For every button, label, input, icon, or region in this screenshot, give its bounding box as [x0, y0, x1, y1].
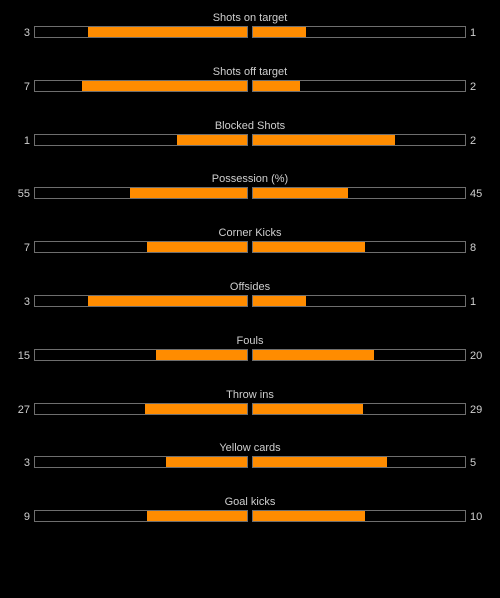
stat-title: Shots off target — [212, 65, 288, 78]
stat-title: Corner Kicks — [218, 227, 282, 240]
away-bar-fill — [253, 511, 366, 522]
home-bar — [34, 79, 248, 92]
home-bar-fill — [147, 511, 247, 522]
stat-row: Shots off target 7 2 — [0, 66, 500, 100]
home-value: 1 — [23, 134, 30, 147]
away-value: 5 — [470, 457, 477, 470]
home-bar — [34, 295, 248, 307]
home-value: 9 — [23, 511, 30, 524]
home-value: 7 — [23, 80, 30, 93]
home-bar-fill — [177, 134, 247, 145]
home-bar-fill — [155, 349, 247, 360]
away-value: 10 — [470, 511, 483, 524]
home-value: 7 — [23, 242, 30, 255]
away-bar-fill — [253, 296, 306, 306]
stat-row: Possession (%) 55 45 — [0, 173, 500, 207]
stat-title: Blocked Shots — [214, 119, 286, 132]
home-bar-fill — [130, 188, 247, 199]
stat-row: Throw ins 27 29 — [0, 389, 500, 423]
away-bar — [252, 295, 466, 307]
stat-title: Shots on target — [212, 12, 288, 24]
away-bar-fill — [253, 80, 300, 91]
away-bar — [252, 241, 466, 254]
stat-title: Goal kicks — [224, 496, 276, 509]
away-bar — [252, 133, 466, 146]
away-bar — [252, 402, 466, 415]
stat-row: Goal kicks 9 10 — [0, 496, 500, 530]
stat-title: Offsides — [229, 281, 271, 293]
home-bar — [34, 510, 248, 523]
away-value: 2 — [470, 80, 477, 93]
away-bar — [252, 348, 466, 361]
stat-row: Corner Kicks 7 8 — [0, 227, 500, 261]
away-value: 8 — [470, 242, 477, 255]
away-bar-fill — [253, 188, 349, 199]
home-bar-fill — [81, 80, 247, 91]
away-value: 1 — [470, 27, 477, 39]
away-bar — [252, 456, 466, 469]
away-value: 20 — [470, 349, 483, 362]
stat-title: Throw ins — [226, 388, 274, 401]
away-bar — [252, 79, 466, 92]
home-bar — [34, 402, 248, 415]
home-value: 27 — [17, 403, 30, 416]
away-bar — [252, 510, 466, 523]
home-bar — [34, 241, 248, 254]
stat-row: Shots on target 3 1 — [0, 12, 500, 46]
away-bar-fill — [253, 403, 364, 414]
away-value: 29 — [470, 403, 483, 416]
away-bar — [252, 26, 466, 38]
away-value: 45 — [470, 188, 483, 201]
away-bar-fill — [253, 27, 306, 37]
away-value: 1 — [470, 296, 477, 308]
home-bar-fill — [166, 457, 247, 468]
stat-title: Possession (%) — [211, 173, 289, 186]
home-bar — [34, 187, 248, 200]
home-bar — [34, 26, 248, 38]
away-bar-fill — [253, 134, 396, 145]
home-bar-fill — [88, 296, 247, 306]
home-value: 3 — [23, 457, 30, 470]
stat-row: Yellow cards 3 5 — [0, 442, 500, 476]
away-bar-fill — [253, 242, 366, 253]
away-bar-fill — [253, 457, 387, 468]
home-value: 3 — [23, 27, 30, 39]
home-bar — [34, 348, 248, 361]
stat-title: Fouls — [236, 334, 264, 347]
away-value: 2 — [470, 134, 477, 147]
home-value: 55 — [17, 188, 30, 201]
home-value: 15 — [17, 349, 30, 362]
home-bar-fill — [147, 242, 247, 253]
home-bar — [34, 133, 248, 146]
away-bar — [252, 187, 466, 200]
home-bar — [34, 456, 248, 469]
stat-title: Yellow cards — [219, 442, 281, 455]
home-value: 3 — [23, 296, 30, 308]
stat-row: Offsides 3 1 — [0, 281, 500, 315]
stat-row: Fouls 15 20 — [0, 335, 500, 369]
away-bar-fill — [253, 349, 374, 360]
stat-row: Blocked Shots 1 2 — [0, 120, 500, 154]
home-bar-fill — [88, 27, 247, 37]
home-bar-fill — [145, 403, 247, 414]
